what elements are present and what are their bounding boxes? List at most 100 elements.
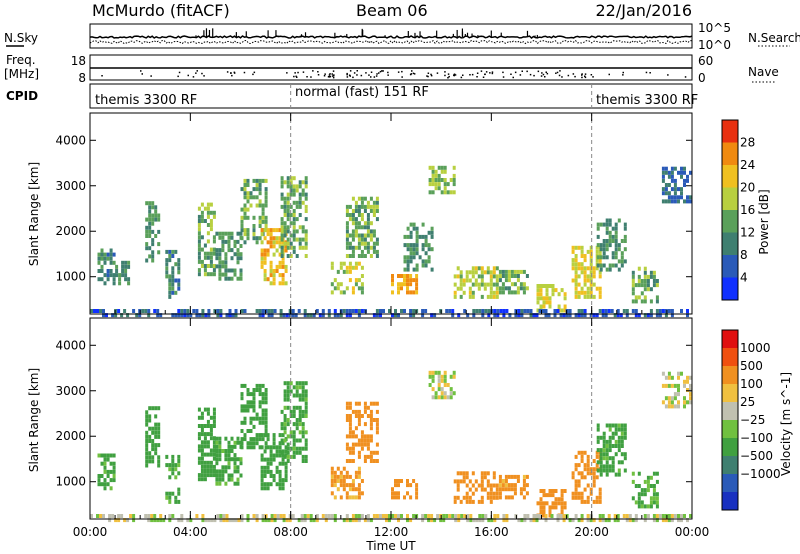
heatmap-cell xyxy=(100,252,104,257)
heatmap-cell xyxy=(607,514,611,518)
nave-point xyxy=(331,73,333,75)
heatmap-cell xyxy=(240,514,244,518)
heatmap-cell xyxy=(261,178,265,183)
heatmap-cell xyxy=(243,178,247,183)
heatmap-cell xyxy=(366,518,370,523)
heatmap-cell xyxy=(236,469,240,474)
nave-point xyxy=(444,74,446,77)
heatmap-cell xyxy=(278,449,282,454)
heatmap-cell xyxy=(363,225,367,230)
heatmap-cell xyxy=(291,309,295,313)
nave-point xyxy=(533,74,535,77)
heatmap-cell xyxy=(465,491,469,496)
heatmap-cell xyxy=(273,309,277,313)
heatmap-cell xyxy=(145,430,149,435)
heatmap-cell xyxy=(224,457,228,462)
heatmap-cell xyxy=(369,438,373,443)
nave-point xyxy=(252,73,254,76)
heatmap-cell xyxy=(197,272,201,277)
heatmap-cell xyxy=(261,514,265,518)
heatmap-cell xyxy=(246,183,250,187)
heatmap-cell xyxy=(489,294,493,299)
heatmap-cell xyxy=(677,187,680,192)
heatmap-cell xyxy=(580,518,584,523)
heatmap-cell xyxy=(135,313,139,318)
heatmap-cell xyxy=(510,474,514,479)
heatmap-cell xyxy=(230,436,234,441)
heatmap-cell xyxy=(369,450,373,455)
heatmap-cell xyxy=(267,309,271,313)
heatmap-cell xyxy=(415,247,419,252)
heatmap-cell xyxy=(203,473,207,478)
heatmap-cell xyxy=(400,479,403,483)
heatmap-cell xyxy=(586,290,590,295)
heatmap-cell xyxy=(239,457,243,462)
heatmap-cell xyxy=(357,414,361,418)
heatmap-cell xyxy=(623,239,627,243)
heatmap-cell xyxy=(375,200,379,205)
heatmap-cell xyxy=(240,404,244,409)
heatmap-cell xyxy=(197,259,201,264)
heatmap-cell xyxy=(283,389,287,394)
heatmap-cell xyxy=(375,409,379,414)
heatmap-cell xyxy=(192,309,196,313)
heatmap-cell xyxy=(236,239,240,244)
heatmap-cell xyxy=(369,518,373,523)
heatmap-cell xyxy=(283,430,287,435)
heatmap-cell xyxy=(212,456,216,461)
colorbar-swatch xyxy=(722,402,738,420)
heatmap-cell xyxy=(258,183,262,187)
heatmap-cell xyxy=(571,266,575,271)
heatmap-cell xyxy=(483,475,487,480)
heatmap-cell xyxy=(213,518,217,523)
heatmap-cell xyxy=(351,479,355,483)
heatmap-cell xyxy=(197,456,201,461)
heatmap-cell xyxy=(289,180,293,185)
heatmap-cell xyxy=(421,309,425,313)
heatmap-cell xyxy=(689,383,692,388)
heatmap-cell xyxy=(228,518,232,523)
heatmap-cell xyxy=(616,518,620,523)
heatmap-cell xyxy=(127,277,131,282)
heatmap-cell xyxy=(348,265,352,270)
y-tick-label: 4000 xyxy=(55,133,86,147)
heatmap-cell xyxy=(586,471,590,476)
heatmap-cell xyxy=(280,176,284,181)
heatmap-cell xyxy=(577,483,581,488)
heatmap-cell xyxy=(301,245,305,250)
heatmap-cell xyxy=(264,420,268,425)
heatmap-cell xyxy=(563,308,567,313)
heatmap-cell xyxy=(449,178,453,182)
heatmap-cell xyxy=(351,430,355,435)
heatmap-cell xyxy=(522,495,526,500)
heatmap-cell xyxy=(258,236,262,241)
colorbar-tick: 4 xyxy=(740,271,748,285)
velocity-colorbar-label: Velocity [m s^-1] xyxy=(779,372,793,476)
heatmap-cell xyxy=(151,455,155,460)
heatmap-cell xyxy=(619,313,623,318)
heatmap-cell xyxy=(544,313,548,318)
heatmap-cell xyxy=(221,449,225,453)
heatmap-cell xyxy=(440,169,444,174)
heatmap-cell xyxy=(507,495,511,500)
heatmap-cell xyxy=(240,408,244,413)
heatmap-cell xyxy=(283,381,287,386)
heatmap-cell xyxy=(230,231,234,236)
colorbar-swatch xyxy=(722,210,738,233)
heatmap-cell xyxy=(602,444,606,448)
heatmap-cell xyxy=(289,184,293,189)
heatmap-cell xyxy=(667,400,671,405)
heatmap-cell xyxy=(141,309,145,313)
heatmap-cell xyxy=(233,461,237,466)
heatmap-cell xyxy=(321,309,325,313)
nave-point xyxy=(323,75,326,77)
heatmap-cell xyxy=(403,274,406,278)
heatmap-cell xyxy=(168,518,172,523)
heatmap-cell xyxy=(589,487,593,492)
heatmap-cell xyxy=(409,290,413,295)
heatmap-cell xyxy=(483,286,487,291)
heatmap-cell xyxy=(406,247,410,252)
heatmap-cell xyxy=(114,309,118,313)
heatmap-cell xyxy=(233,453,237,458)
heatmap-cell xyxy=(489,487,493,492)
